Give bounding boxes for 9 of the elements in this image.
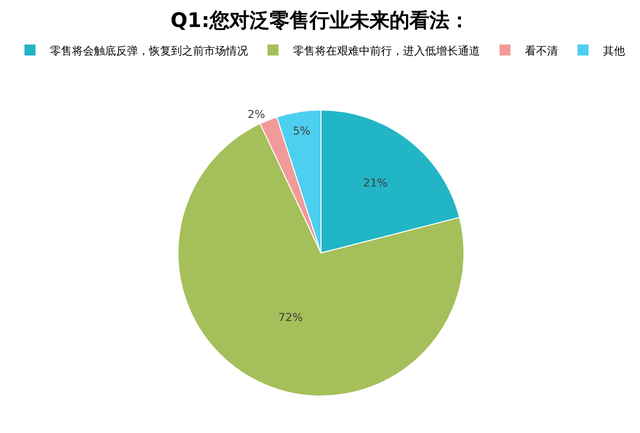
data-label: 5% [292, 124, 310, 138]
legend-label: 零售将在艰难中前行，进入低增长通道 [293, 44, 480, 58]
legend-label: 零售将会触底反弹，恢复到之前市场情况 [50, 44, 248, 58]
data-label: 21% [363, 176, 388, 190]
data-label: 72% [278, 311, 303, 324]
chart-title: Q1:您对泛零售行业未来的看法： [170, 8, 470, 32]
legend-label: 其他 [603, 44, 625, 58]
data-label: 2% [248, 108, 266, 121]
legend-label: 看不清 [525, 44, 558, 58]
